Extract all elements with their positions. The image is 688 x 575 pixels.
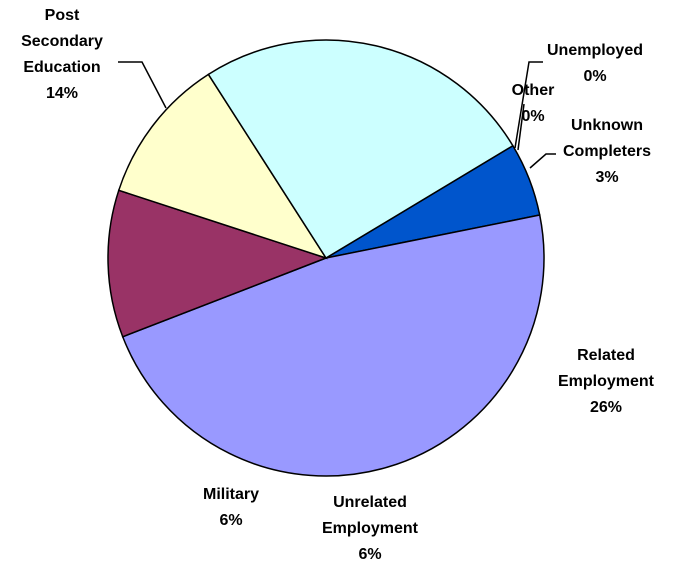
category-label: Unrelated Employment xyxy=(321,494,418,537)
value-label: 0% xyxy=(583,68,607,85)
leader-line xyxy=(517,103,525,151)
value-label: 6% xyxy=(219,512,243,529)
value-label: 14% xyxy=(45,85,79,102)
slice xyxy=(117,73,328,260)
category-label: Related Employment xyxy=(557,347,654,390)
category-label: Post Secondary Education xyxy=(21,7,103,76)
slice xyxy=(207,39,514,260)
value-label: 6% xyxy=(358,546,382,563)
value-label: 3% xyxy=(595,169,619,186)
slice-label: Unrelated Employment 6% xyxy=(305,490,435,568)
slice xyxy=(107,189,329,338)
category-label: Military xyxy=(202,486,259,503)
leader-lines xyxy=(118,61,556,169)
category-label: Unknown Completers xyxy=(562,117,652,160)
leader-line xyxy=(514,61,543,149)
slice xyxy=(121,214,545,477)
value-label: 26% xyxy=(589,399,623,416)
category-label: Other xyxy=(511,82,555,99)
value-label: 0% xyxy=(521,108,545,125)
slice-label: Unemployed 0% xyxy=(535,38,655,90)
slice-label: Military 6% xyxy=(186,482,276,534)
slice-label: Unknown Completers 3% xyxy=(552,113,662,191)
leader-line xyxy=(529,153,556,169)
slices xyxy=(107,39,545,477)
slice-label: Related Employment 26% xyxy=(541,343,671,421)
slice-label: Other 0% xyxy=(503,78,563,130)
category-label: Unemployed xyxy=(546,42,643,59)
slice-label: Post Secondary Education 14% xyxy=(12,3,112,107)
leader-line xyxy=(118,61,167,109)
